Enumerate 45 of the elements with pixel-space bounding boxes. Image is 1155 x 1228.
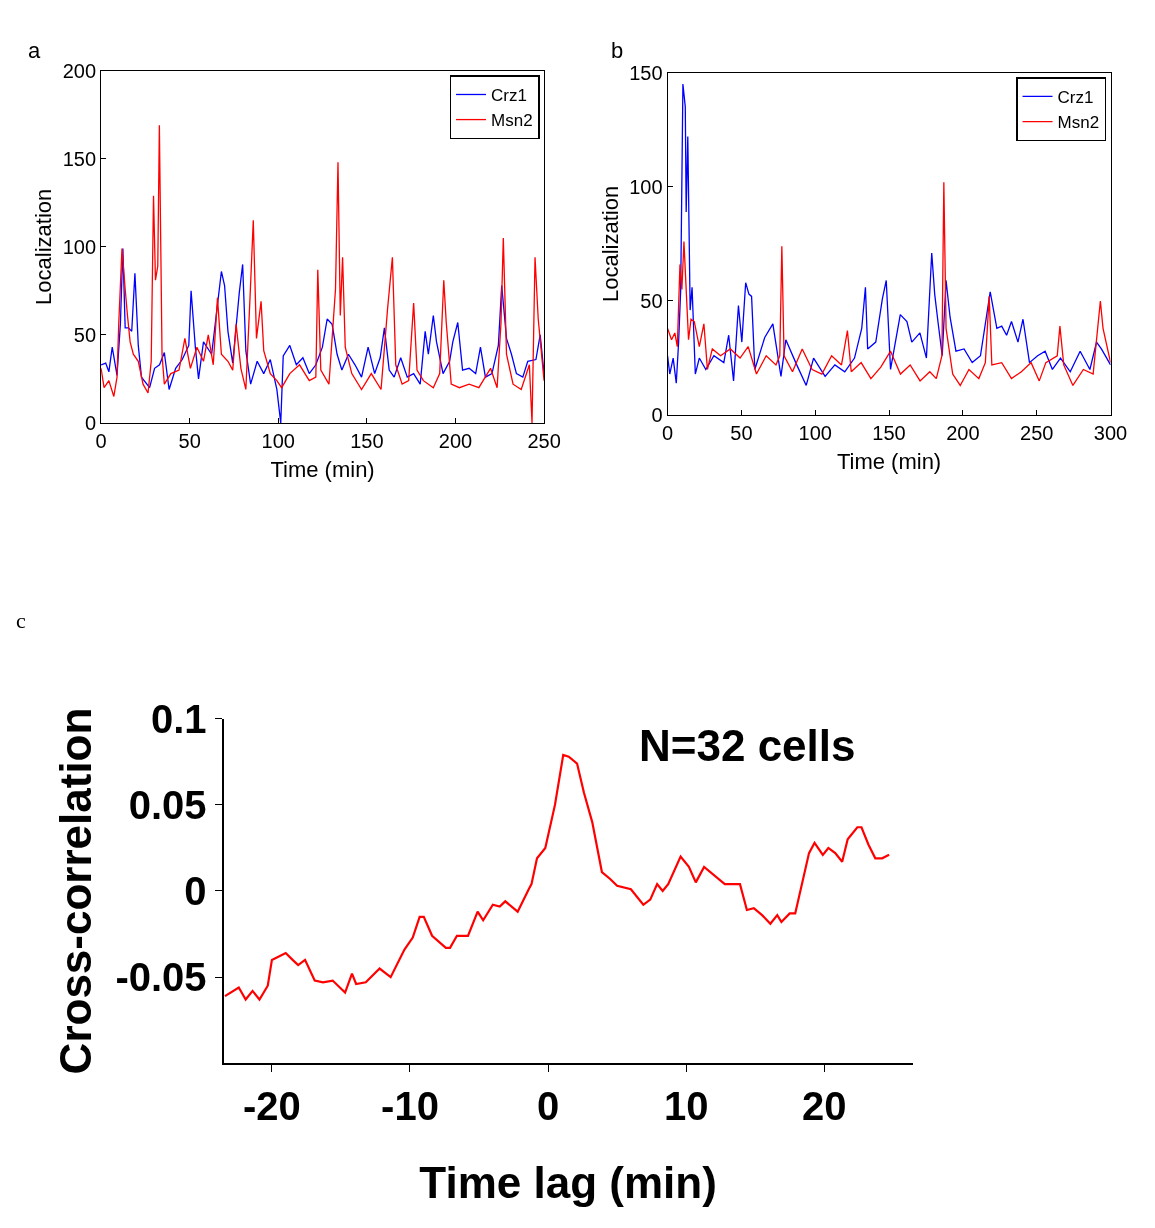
chart-title: b xyxy=(611,38,624,63)
y-tick-label: 200 xyxy=(62,59,97,82)
y-tick-label: 0 xyxy=(184,869,207,913)
y-tick-label: 100 xyxy=(62,235,97,258)
x-tick-label: 250 xyxy=(527,429,561,452)
x-axis-title: Time (min) xyxy=(836,449,942,475)
y-tick-label: 0.1 xyxy=(150,696,207,741)
y-tick-label: 50 xyxy=(73,323,97,346)
x-tick-label: 10 xyxy=(663,1084,709,1129)
y-axis-title: Localization xyxy=(31,188,57,305)
y-tick-label: 150 xyxy=(62,147,97,170)
x-tick-label: 200 xyxy=(946,422,980,445)
x-tick-label: 100 xyxy=(261,429,295,452)
x-tick-label: 0 xyxy=(536,1084,560,1129)
line-series xyxy=(667,181,1111,387)
y-tick-label: 0.05 xyxy=(128,782,207,827)
legend-label: Crz1 xyxy=(491,86,527,106)
x-tick-label: 20 xyxy=(801,1084,847,1129)
line-series xyxy=(101,247,545,423)
x-tick-label: -20 xyxy=(243,1084,301,1129)
line-series xyxy=(667,83,1111,387)
x-tick-label: 200 xyxy=(438,429,473,452)
legend-label: Msn2 xyxy=(1057,113,1100,133)
x-tick-label: 250 xyxy=(1020,422,1054,445)
chart-title: a xyxy=(28,38,41,63)
legend-label: Crz1 xyxy=(1057,88,1094,108)
annotation: N=32 cells xyxy=(639,721,856,770)
x-tick-label: -10 xyxy=(381,1084,439,1129)
x-axis-title: Time lag (min) xyxy=(419,1158,717,1208)
y-tick-label: 100 xyxy=(629,175,663,198)
x-tick-label: 100 xyxy=(798,422,832,445)
legend-label: Msn2 xyxy=(491,111,533,131)
y-axis-title: Localization xyxy=(597,185,623,302)
x-tick-label: 150 xyxy=(350,429,384,452)
y-tick-label: -0.05 xyxy=(115,955,207,1000)
y-tick-label: 0 xyxy=(651,404,663,427)
x-tick-label: 300 xyxy=(1093,422,1128,445)
y-tick-label: 150 xyxy=(629,61,663,84)
x-tick-label: 50 xyxy=(730,422,753,445)
text: c xyxy=(16,608,26,633)
line-series xyxy=(101,124,545,423)
x-axis-title: Time (min) xyxy=(270,456,375,482)
y-tick-label: 50 xyxy=(640,289,663,312)
x-tick-label: 150 xyxy=(872,422,906,445)
y-axis-title: Cross-correlation xyxy=(51,707,101,1075)
